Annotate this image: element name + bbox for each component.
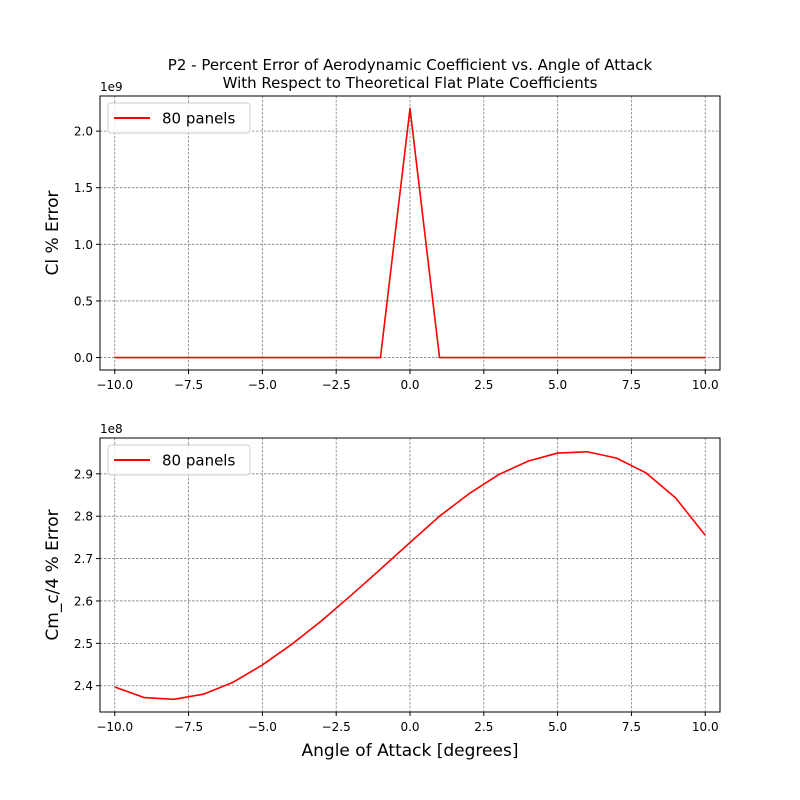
- cl-x-tick-label: 5.0: [548, 378, 567, 392]
- cl-legend: 80 panels: [107, 102, 251, 134]
- cl-y-axis-label: Cl % Error: [43, 190, 63, 275]
- cm-y-tick-label: 2.8: [74, 510, 93, 524]
- cl-legend-label: 80 panels: [162, 110, 235, 128]
- cl-y-tick-label: 1.0: [74, 238, 93, 252]
- cl-y-tick-label: 0.0: [74, 351, 93, 365]
- cm-y-axis-label: Cm_c/4 % Error: [43, 509, 63, 640]
- cm-x-tick-label: −5.0: [248, 720, 277, 734]
- cm-y-tick-label: 2.9: [74, 467, 93, 481]
- cm-x-tick-label: 2.5: [474, 720, 493, 734]
- cl-x-tick-label: −10.0: [96, 378, 133, 392]
- cl-x-tick-label: 10.0: [692, 378, 719, 392]
- cm-legend-label: 80 panels: [162, 452, 235, 470]
- cl-offset-label: 1e9: [100, 80, 123, 94]
- cl-error-subplot: −10.0 −7.5 −5.0 −2.5 0.0 2.5 5.0 7.5 10.0 0.0 0.5 1…: [43, 80, 721, 392]
- figure-title-line-2: With Respect to Theoretical Flat Plate C…: [223, 74, 598, 92]
- cl-x-tick-label: 2.5: [474, 378, 493, 392]
- cl-legend-box: [107, 102, 251, 134]
- cl-x-tick-label: −5.0: [248, 378, 277, 392]
- cl-y-tick-label: 0.5: [74, 294, 93, 308]
- cm-legend: 80 panels: [107, 444, 251, 476]
- cl-y-tick-label: 1.5: [74, 181, 93, 195]
- cm-x-tick-label: 5.0: [548, 720, 567, 734]
- cl-x-tick-label: −2.5: [322, 378, 351, 392]
- cm-y-tick-label: 2.7: [74, 552, 93, 566]
- cm-x-tick-label: −2.5: [322, 720, 351, 734]
- cm-x-tick-label: −7.5: [174, 720, 203, 734]
- cm-x-axis-label: Angle of Attack [degrees]: [302, 741, 519, 761]
- cm-error-subplot: −10.0 −7.5 −5.0 −2.5 0.0 2.5 5.0 7.5 10.0 2.4 2.5 2…: [43, 422, 721, 761]
- cl-series-line: [114, 107, 706, 359]
- cm-series-line: [114, 450, 706, 701]
- cm-x-tick-label: 10.0: [692, 720, 719, 734]
- cm-legend-box: [107, 444, 251, 476]
- cm-y-tick-label: 2.4: [74, 679, 93, 693]
- cm-x-tick-label: 7.5: [622, 720, 641, 734]
- cm-offset-label: 1e8: [100, 422, 123, 436]
- cm-y-tick-label: 2.5: [74, 637, 93, 651]
- cl-y-tick-label: 2.0: [74, 125, 93, 139]
- cm-y-tick-label: 2.6: [74, 594, 93, 608]
- cm-x-tick-label: 0.0: [400, 720, 419, 734]
- figure-title-line-1: P2 - Percent Error of Aerodynamic Coeffi…: [168, 56, 653, 74]
- cl-x-tick-label: 7.5: [622, 378, 641, 392]
- cm-x-tick-label: −10.0: [96, 720, 133, 734]
- cl-x-tick-label: −7.5: [174, 378, 203, 392]
- cl-x-tick-label: 0.0: [400, 378, 419, 392]
